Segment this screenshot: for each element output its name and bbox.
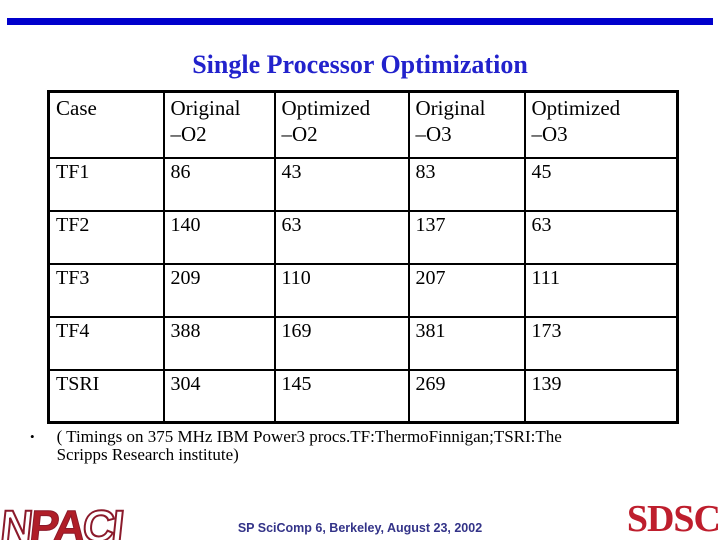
table-row: TF2 140 63 137 63 [47, 209, 679, 265]
value-cell: 209 [162, 262, 276, 318]
value-cell: 43 [273, 156, 410, 212]
value-cell: 388 [162, 315, 276, 371]
case-cell: TF1 [47, 156, 165, 212]
value-cell: 381 [407, 315, 526, 371]
table-header-row: Case Original –O2 Optimized –O2 Original… [47, 90, 679, 159]
npaci-letter-n: N [0, 502, 35, 540]
column-header-original-o2: Original –O2 [162, 90, 276, 159]
bullet-note: • ( Timings on 375 MHz IBM Power3 procs.… [28, 428, 668, 464]
table-row: TF1 86 43 83 45 [47, 156, 679, 212]
value-cell: 110 [273, 262, 410, 318]
value-cell: 269 [407, 368, 526, 424]
value-cell: 304 [162, 368, 276, 424]
npaci-letter-p: P [27, 502, 61, 540]
table-row: TF4 388 169 381 173 [47, 315, 679, 371]
value-cell: 140 [162, 209, 276, 265]
table-row: TF3 209 110 207 111 [47, 262, 679, 318]
value-cell: 137 [407, 209, 526, 265]
accent-bar [7, 18, 713, 25]
optimization-table: Case Original –O2 Optimized –O2 Original… [47, 90, 679, 424]
value-cell: 207 [407, 262, 526, 318]
value-cell: 111 [523, 262, 679, 318]
case-cell: TF2 [47, 209, 165, 265]
npaci-logo: N P A C I [0, 501, 128, 540]
value-cell: 83 [407, 156, 526, 212]
value-cell: 63 [523, 209, 679, 265]
value-cell: 145 [273, 368, 410, 424]
npaci-letter-c: C [80, 502, 117, 540]
footer-caption: SP SciComp 6, Berkeley, August 23, 2002 [237, 521, 483, 535]
case-cell: TF3 [47, 262, 165, 318]
bullet-note-text: ( Timings on 375 MHz IBM Power3 procs.TF… [57, 428, 562, 464]
sdsc-logo: SDSC [626, 498, 720, 540]
value-cell: 169 [273, 315, 410, 371]
bullet-note-line-1: ( Timings on 375 MHz IBM Power3 procs.TF… [56, 427, 562, 446]
npaci-letter-a: A [51, 502, 88, 540]
value-cell: 173 [523, 315, 679, 371]
npaci-letter-i: I [109, 502, 126, 540]
case-cell: TF4 [47, 315, 165, 371]
column-header-optimized-o2: Optimized –O2 [273, 90, 410, 159]
bullet-marker: • [30, 429, 35, 444]
value-cell: 86 [162, 156, 276, 212]
value-cell: 139 [523, 368, 679, 424]
column-header-optimized-o3: Optimized –O3 [523, 90, 679, 159]
bullet-note-line-2: Scripps Research institute) [56, 445, 239, 464]
column-header-case: Case [47, 90, 165, 159]
case-cell: TSRI [47, 368, 165, 424]
value-cell: 63 [273, 209, 410, 265]
table-row: TSRI 304 145 269 139 [47, 368, 679, 424]
column-header-original-o3: Original –O3 [407, 90, 526, 159]
value-cell: 45 [523, 156, 679, 212]
page-title: Single Processor Optimization [192, 50, 528, 79]
